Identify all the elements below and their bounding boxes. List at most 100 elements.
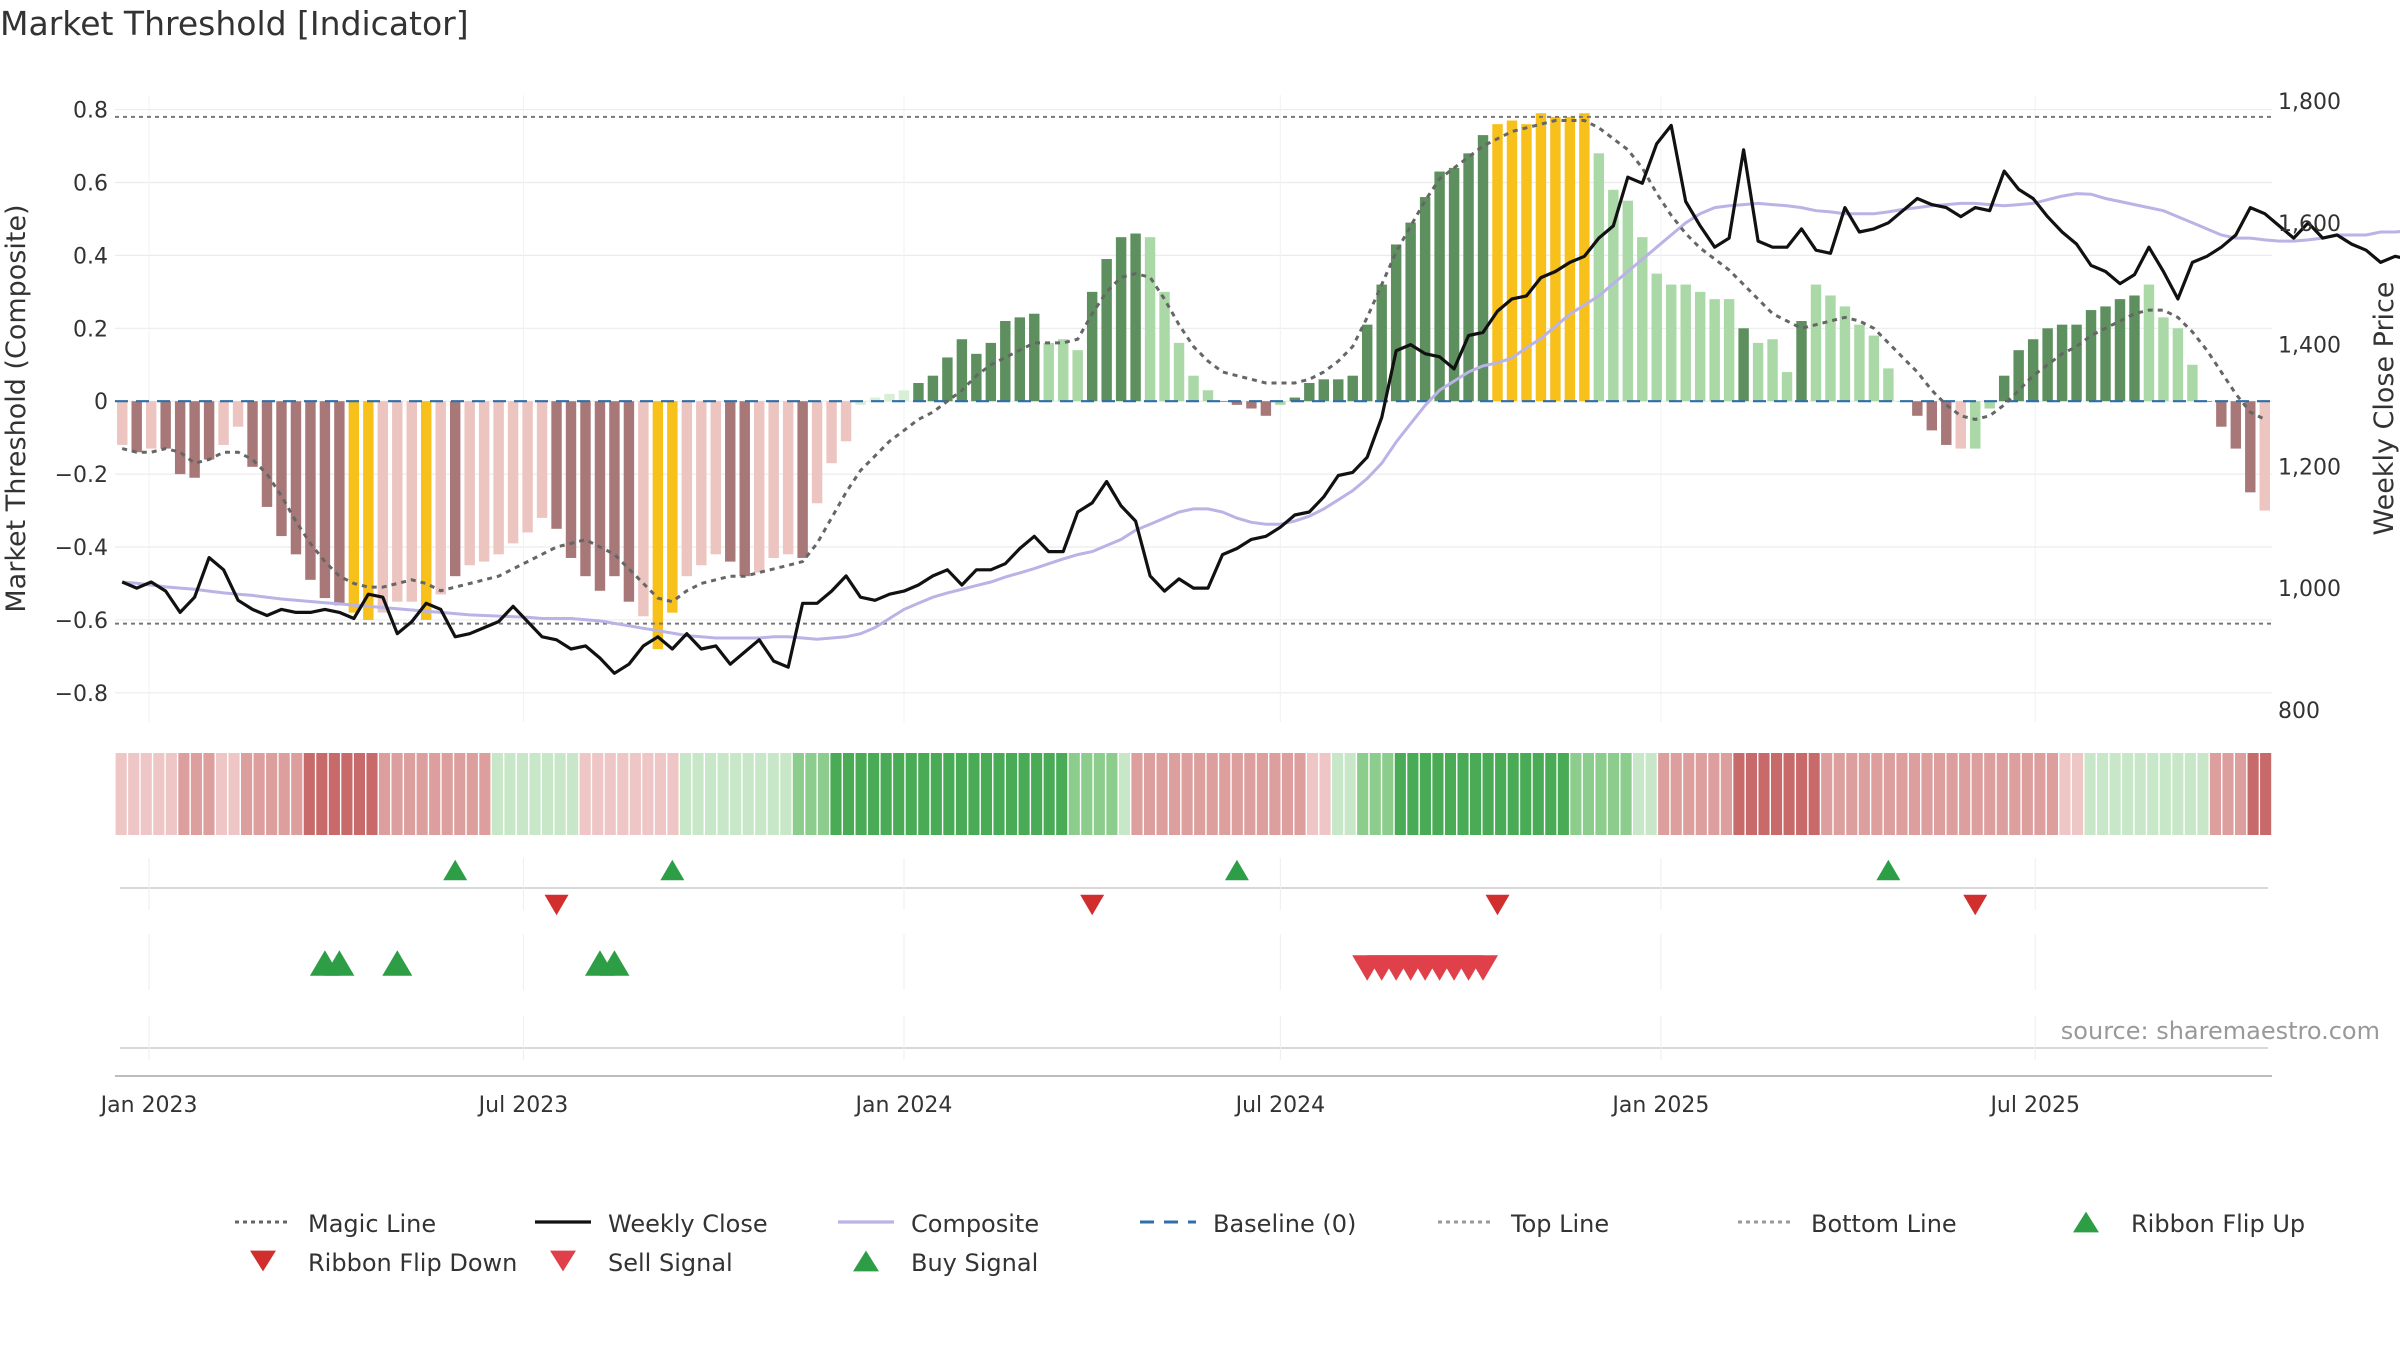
- composite-bar: [1419, 197, 1431, 402]
- ribbon-cell: [579, 753, 591, 835]
- ribbon-cell: [2097, 753, 2109, 835]
- ribbon-cell: [1206, 753, 1218, 835]
- ribbon-cell: [1156, 753, 1168, 835]
- composite-bar: [1390, 244, 1402, 402]
- composite-bar: [2114, 299, 2126, 402]
- ribbon-cell: [165, 753, 177, 835]
- ribbon-cell: [1118, 753, 1130, 835]
- ribbon-cell: [241, 753, 253, 835]
- composite-bar: [377, 401, 389, 613]
- ribbon-cell: [378, 753, 391, 835]
- ribbon-flip-down-marker: [1963, 894, 1988, 916]
- ribbon-cell: [1620, 753, 1632, 835]
- composite-bar: [2027, 339, 2039, 402]
- legend-label: Baseline (0): [1213, 1210, 1356, 1238]
- ribbon-cell: [617, 753, 629, 835]
- ribbon-cell: [1808, 753, 1820, 835]
- ribbon-cell: [2084, 753, 2096, 835]
- composite-bar: [2085, 310, 2097, 402]
- composite-bar: [189, 401, 200, 478]
- ribbon-cell: [1871, 753, 1883, 835]
- ribbon-cell: [717, 753, 729, 835]
- composite-bar: [1694, 291, 1706, 402]
- ribbon-cell: [2122, 753, 2134, 835]
- composite-bar: [869, 397, 881, 402]
- ribbon-cell: [1896, 753, 1908, 835]
- composite-bar: [1506, 120, 1518, 402]
- ribbon-cell: [466, 753, 478, 835]
- ribbon-cell: [190, 753, 202, 835]
- composite-bar: [1043, 342, 1054, 402]
- composite-bar: [2013, 350, 2024, 402]
- composite-bar: [1014, 317, 1025, 402]
- composite-bar: [1000, 321, 1011, 402]
- ribbon-cell: [554, 753, 566, 835]
- composite-bar: [522, 401, 533, 533]
- composite-bar: [1593, 153, 1605, 402]
- legend-swatch: [853, 1250, 879, 1272]
- ribbon-cell: [2034, 753, 2046, 835]
- y-left-tick: 0.6: [73, 171, 108, 196]
- ribbon-cell: [2109, 753, 2121, 835]
- ribbon-cell: [817, 753, 830, 835]
- ribbon-cell: [1344, 753, 1356, 835]
- composite-bar: [1796, 321, 1807, 402]
- composite-bar: [392, 401, 403, 602]
- x-tick: Jan 2024: [854, 1093, 953, 1118]
- composite-bar: [507, 401, 519, 544]
- composite-bar: [145, 401, 157, 449]
- ribbon-cell: [1607, 753, 1620, 835]
- composite-bar: [2042, 328, 2053, 402]
- composite-bar: [942, 357, 953, 402]
- ribbon-flip-up-marker: [660, 859, 685, 881]
- composite-bar: [1304, 382, 1315, 402]
- ribbon-cell: [955, 753, 967, 835]
- composite-bar: [580, 401, 591, 577]
- ribbon-cell: [855, 753, 867, 835]
- ribbon-cell: [391, 753, 403, 835]
- ribbon-cell: [1219, 753, 1231, 835]
- x-tick: Jul 2024: [1234, 1093, 1326, 1118]
- composite-bar: [1810, 284, 1822, 402]
- composite-bar: [1318, 379, 1330, 402]
- ribbon-cell: [705, 753, 717, 835]
- buy-signal-marker: [599, 950, 630, 976]
- ribbon-cell: [215, 753, 228, 835]
- legend-swatch: [2073, 1211, 2099, 1233]
- ribbon-cell: [780, 753, 792, 835]
- legend-label: Composite: [911, 1210, 1039, 1238]
- composite-bar: [160, 401, 171, 449]
- composite-bar: [1723, 299, 1735, 402]
- composite-bar: [1260, 401, 1272, 416]
- y-left-tick: −0.2: [55, 463, 108, 488]
- composite-bar: [985, 342, 997, 402]
- composite-bar: [1101, 259, 1112, 402]
- composite-bar: [1086, 291, 1098, 402]
- ribbon-cell: [1332, 753, 1344, 835]
- composite-bar: [435, 401, 446, 595]
- ribbon-cell: [1758, 753, 1770, 835]
- ribbon-cell: [692, 753, 704, 835]
- ribbon-cell: [1670, 753, 1682, 835]
- ribbon-cell: [429, 753, 441, 835]
- ribbon-cell: [742, 753, 754, 835]
- ribbon-cell: [1996, 753, 2008, 835]
- ribbon-cell: [1883, 753, 1895, 835]
- ribbon-cell: [905, 753, 917, 835]
- composite-bar: [667, 401, 678, 613]
- ribbon-cell: [1833, 753, 1845, 835]
- ribbon-cell: [1005, 753, 1018, 835]
- composite-bar: [1883, 368, 1894, 402]
- ribbon-cell: [868, 753, 880, 835]
- ribbon-cell: [1683, 753, 1695, 835]
- composite-bar: [768, 401, 779, 558]
- composite-bar: [1984, 401, 1995, 409]
- ribbon-cell: [1281, 753, 1294, 835]
- composite-bar: [2216, 401, 2227, 427]
- ribbon-cell: [203, 753, 215, 835]
- legend-swatch: [250, 1250, 276, 1272]
- y-right-tick: 1,400: [2278, 334, 2341, 359]
- composite-bar: [1839, 306, 1851, 402]
- composite-bar: [1767, 339, 1778, 402]
- composite-bars: [117, 113, 2270, 650]
